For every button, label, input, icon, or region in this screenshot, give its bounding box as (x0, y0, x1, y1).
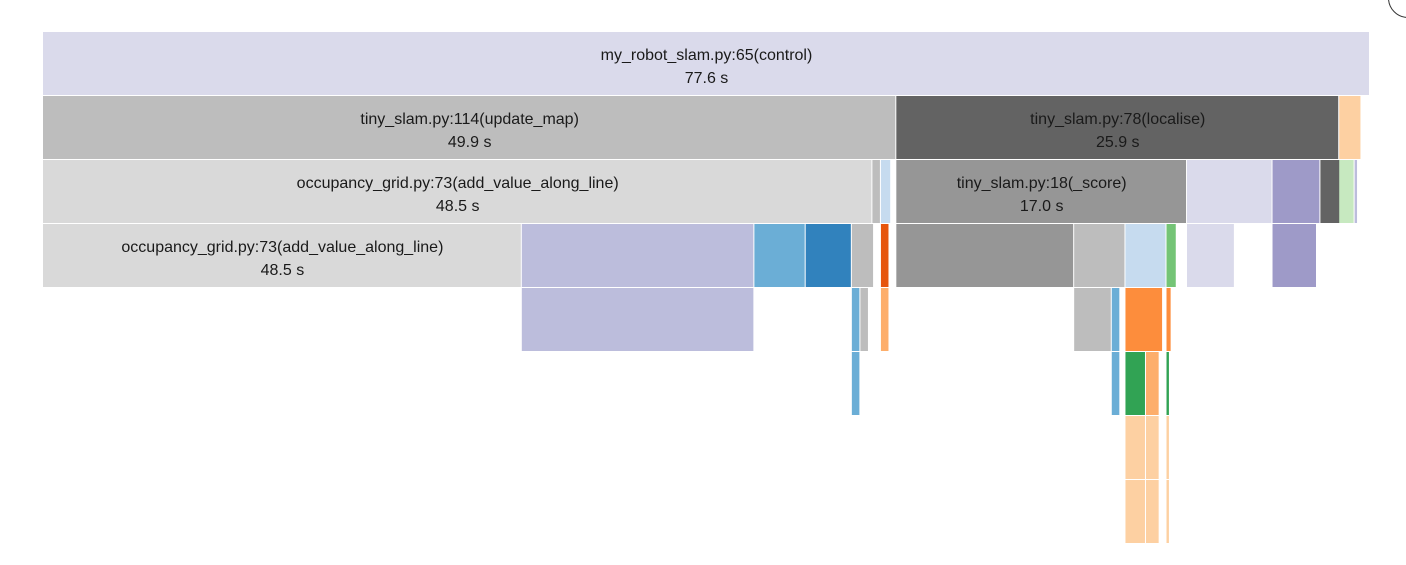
icicle-node[interactable] (1145, 416, 1159, 479)
icicle-node[interactable] (851, 352, 860, 415)
icicle-node[interactable] (880, 160, 891, 223)
icicle-node[interactable] (896, 224, 1074, 287)
icicle-node[interactable] (1339, 96, 1361, 159)
node-label: occupancy_grid.py:73(add_value_along_lin… (297, 175, 619, 192)
icicle-node[interactable] (1339, 160, 1354, 223)
node-value: 48.5 s (436, 198, 480, 215)
icicle-node[interactable] (896, 160, 1187, 223)
node-value: 17.0 s (1020, 198, 1064, 215)
icicle-node[interactable] (754, 224, 805, 287)
icicle-node[interactable] (880, 288, 889, 351)
icicle-node[interactable] (1145, 480, 1159, 543)
icicle-node[interactable] (1166, 480, 1169, 543)
icicle-node[interactable] (1166, 224, 1176, 287)
node-value: 49.9 s (448, 134, 492, 151)
icicle-node[interactable] (1125, 480, 1145, 543)
icicle-node[interactable] (1125, 224, 1166, 287)
icicle-node[interactable] (1166, 416, 1169, 479)
icicle-node[interactable] (1166, 352, 1169, 415)
icicle-node[interactable] (1187, 224, 1234, 287)
icicle-node[interactable] (880, 224, 889, 287)
icicle-node[interactable] (851, 288, 860, 351)
icicle-node[interactable] (1125, 288, 1163, 351)
icicle-node[interactable] (872, 160, 880, 223)
icicle-node[interactable] (805, 224, 851, 287)
icicle-node[interactable] (43, 96, 896, 159)
node-label: my_robot_slam.py:65(control) (601, 47, 813, 64)
icicle-node[interactable] (860, 288, 868, 351)
icicle-node[interactable] (851, 224, 874, 287)
node-label: tiny_slam.py:18(_score) (957, 175, 1127, 192)
node-value: 77.6 s (685, 70, 729, 87)
icicle-node[interactable] (521, 224, 754, 287)
node-value: 48.5 s (261, 262, 305, 279)
icicle-node[interactable] (1354, 160, 1358, 223)
icicle-node[interactable] (1111, 352, 1120, 415)
icicle-node[interactable] (1187, 160, 1272, 223)
node-label: occupancy_grid.py:73(add_value_along_lin… (121, 239, 443, 256)
icicle-node[interactable] (43, 224, 521, 287)
node-label: tiny_slam.py:114(update_map) (360, 111, 579, 128)
icicle-node[interactable] (1272, 160, 1320, 223)
icicle-node[interactable] (896, 96, 1339, 159)
node-value: 25.9 s (1096, 134, 1140, 151)
icicle-node[interactable] (1111, 288, 1120, 351)
icicle-node[interactable] (1272, 224, 1316, 287)
icicle-node[interactable] (521, 288, 754, 351)
icicle-node[interactable] (1074, 224, 1125, 287)
node-label: tiny_slam.py:78(localise) (1030, 111, 1205, 128)
icicle-node[interactable] (1166, 288, 1171, 351)
icicle-node[interactable] (1320, 160, 1340, 223)
icicle-node[interactable] (43, 160, 872, 223)
icicle-node[interactable] (1145, 352, 1159, 415)
icicle-node[interactable] (1074, 288, 1111, 351)
icicle-node[interactable] (1125, 416, 1145, 479)
icicle-node[interactable] (43, 32, 1369, 95)
icicle-node[interactable] (1125, 352, 1145, 415)
